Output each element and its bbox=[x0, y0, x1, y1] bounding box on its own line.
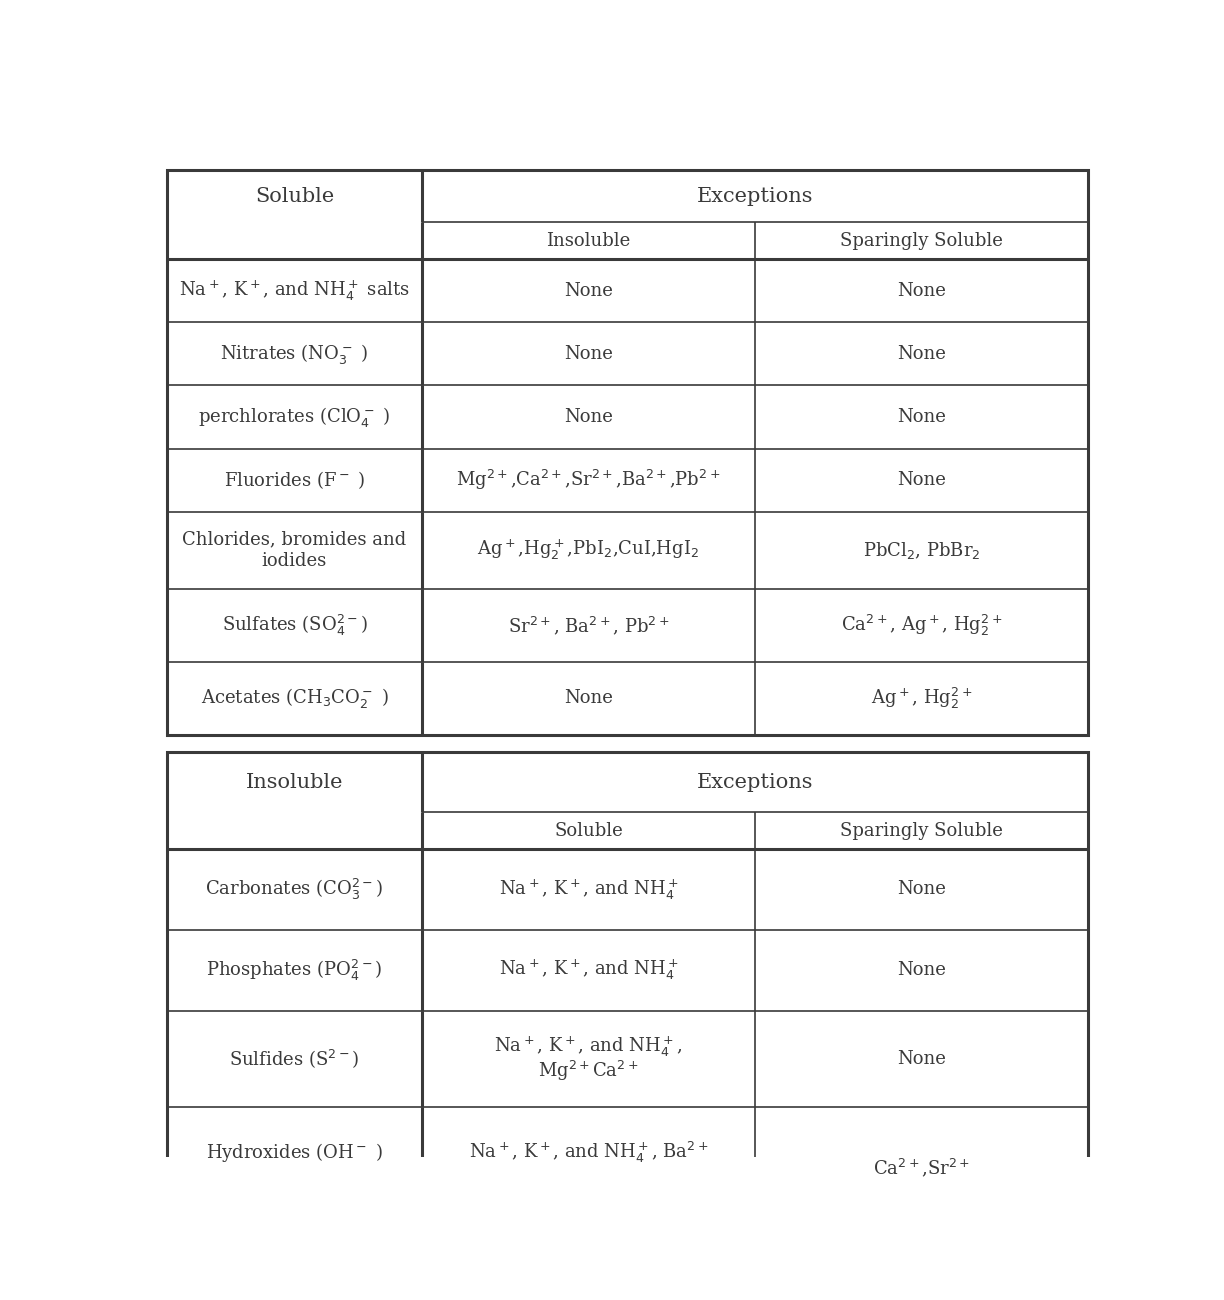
Text: Sparingly Soluble: Sparingly Soluble bbox=[840, 231, 1002, 250]
Text: None: None bbox=[897, 471, 946, 489]
Text: Hydroxides (OH$^-$ ): Hydroxides (OH$^-$ ) bbox=[206, 1141, 383, 1164]
Text: Ag$^+$,Hg$_2^+$,PbI$_2$,CuI,HgI$_2$: Ag$^+$,Hg$_2^+$,PbI$_2$,CuI,HgI$_2$ bbox=[477, 538, 700, 563]
Text: Nitrates (NO$_3^-$ ): Nitrates (NO$_3^-$ ) bbox=[220, 342, 368, 365]
Text: Phosphates (PO$_4^{2-}$): Phosphates (PO$_4^{2-}$) bbox=[207, 958, 383, 983]
Text: None: None bbox=[897, 344, 946, 363]
Text: Chlorides, bromides and: Chlorides, bromides and bbox=[182, 530, 406, 549]
Text: Mg$^{2+}$,Ca$^{2+}$,Sr$^{2+}$,Ba$^{2+}$,Pb$^{2+}$: Mg$^{2+}$,Ca$^{2+}$,Sr$^{2+}$,Ba$^{2+}$,… bbox=[457, 468, 721, 493]
Text: PbCl$_2$, PbBr$_2$: PbCl$_2$, PbBr$_2$ bbox=[863, 540, 980, 560]
Text: Fluorides (F$^-$ ): Fluorides (F$^-$ ) bbox=[224, 469, 365, 491]
Text: Soluble: Soluble bbox=[255, 186, 334, 205]
Text: None: None bbox=[564, 408, 613, 426]
Text: iodides: iodides bbox=[262, 552, 327, 569]
Text: Na$^+$, K$^+$, and NH$_4^+$ salts: Na$^+$, K$^+$, and NH$_4^+$ salts bbox=[179, 278, 410, 303]
Text: Sparingly Soluble: Sparingly Soluble bbox=[840, 822, 1002, 840]
Bar bbox=[166, 170, 1088, 734]
Text: Sulfides (S$^{2-}$): Sulfides (S$^{2-}$) bbox=[229, 1048, 360, 1070]
Text: None: None bbox=[897, 408, 946, 426]
Text: Na$^+$, K$^+$, and NH$_4^+$: Na$^+$, K$^+$, and NH$_4^+$ bbox=[498, 878, 678, 902]
Text: None: None bbox=[897, 961, 946, 979]
Text: Na$^+$, K$^+$, and NH$_4^+$: Na$^+$, K$^+$, and NH$_4^+$ bbox=[498, 958, 678, 983]
Text: None: None bbox=[897, 282, 946, 300]
Text: None: None bbox=[897, 880, 946, 898]
Text: Exceptions: Exceptions bbox=[696, 772, 813, 792]
Text: Na$^+$, K$^+$, and NH$_4^+$,: Na$^+$, K$^+$, and NH$_4^+$, bbox=[494, 1035, 683, 1058]
Text: Acetates (CH$_3$CO$_2^-$ ): Acetates (CH$_3$CO$_2^-$ ) bbox=[201, 686, 388, 711]
Text: Mg$^{2+}$Ca$^{2+}$: Mg$^{2+}$Ca$^{2+}$ bbox=[539, 1060, 639, 1083]
Text: perchlorates (ClO$_4^-$ ): perchlorates (ClO$_4^-$ ) bbox=[198, 406, 390, 429]
Bar bbox=[166, 751, 1088, 1197]
Text: Insoluble: Insoluble bbox=[546, 231, 630, 250]
Text: None: None bbox=[564, 689, 613, 707]
Text: Ca$^{2+}$,Sr$^{2+}$: Ca$^{2+}$,Sr$^{2+}$ bbox=[873, 1157, 971, 1179]
Text: Sulfates (SO$_4^{2-}$): Sulfates (SO$_4^{2-}$) bbox=[222, 612, 367, 638]
Text: None: None bbox=[564, 282, 613, 300]
Text: Ca$^{2+}$, Ag$^+$, Hg$_2^{2+}$: Ca$^{2+}$, Ag$^+$, Hg$_2^{2+}$ bbox=[841, 612, 1002, 638]
Text: Soluble: Soluble bbox=[554, 822, 623, 840]
Text: None: None bbox=[564, 344, 613, 363]
Text: Sr$^{2+}$, Ba$^{2+}$, Pb$^{2+}$: Sr$^{2+}$, Ba$^{2+}$, Pb$^{2+}$ bbox=[508, 614, 670, 637]
Text: Na$^+$, K$^+$, and NH$_4^+$, Ba$^{2+}$: Na$^+$, K$^+$, and NH$_4^+$, Ba$^{2+}$ bbox=[469, 1140, 709, 1165]
Text: Ag$^+$, Hg$_2^{2+}$: Ag$^+$, Hg$_2^{2+}$ bbox=[870, 686, 972, 711]
Text: Exceptions: Exceptions bbox=[696, 186, 813, 205]
Text: Carbonates (CO$_3^{2-}$): Carbonates (CO$_3^{2-}$) bbox=[206, 878, 383, 902]
Text: Insoluble: Insoluble bbox=[246, 772, 343, 792]
Text: None: None bbox=[897, 1050, 946, 1067]
